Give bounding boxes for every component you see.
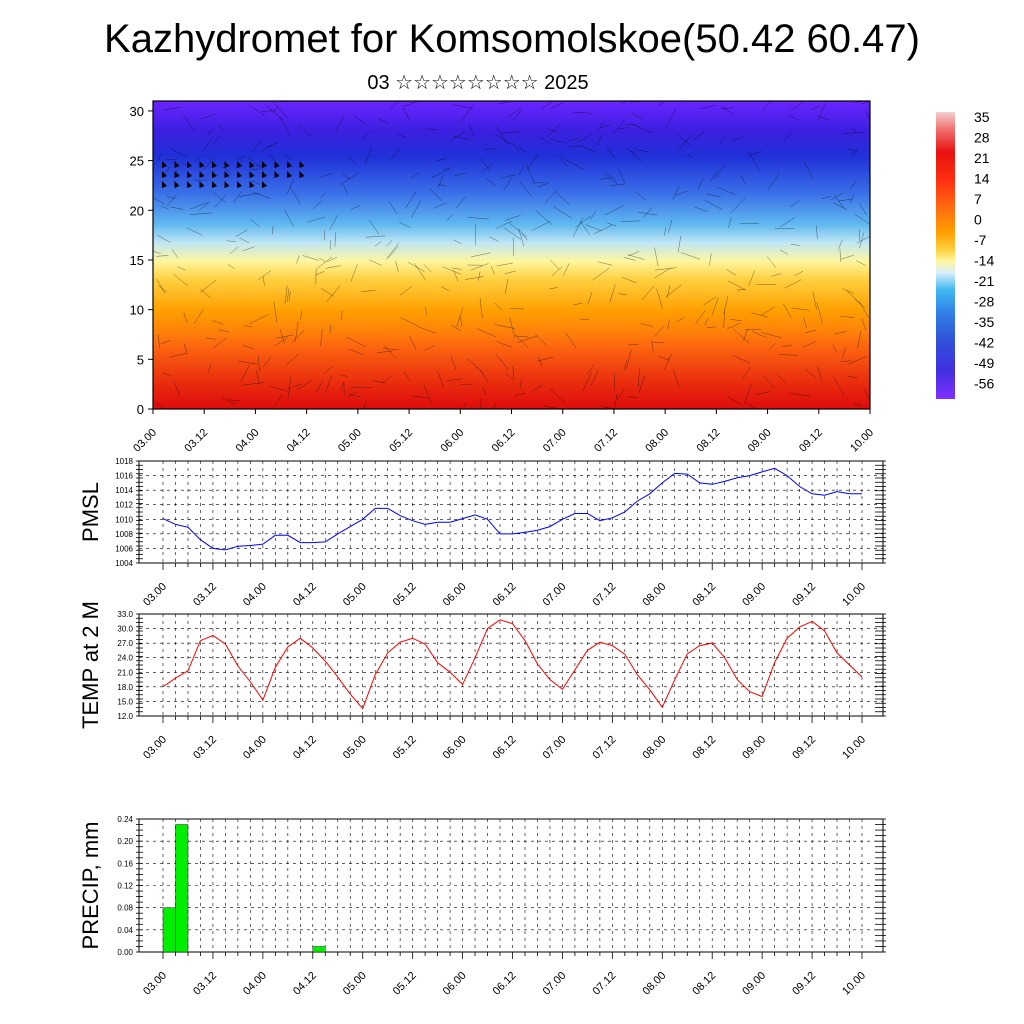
y-tick-label: 24.0 (117, 654, 133, 663)
y-tick-label: 27.0 (117, 639, 133, 648)
x-tick-label: 06.12 (491, 970, 519, 998)
x-tick-label: 08.12 (690, 970, 718, 998)
y-tick-label: 30.0 (117, 625, 133, 634)
x-tick-label: 09.00 (740, 970, 768, 998)
y-tick-label: 5 (137, 352, 144, 367)
y-tick-label: 0.16 (117, 859, 133, 868)
colorbar-label: -14 (974, 253, 994, 269)
x-tick-label: 03.00 (141, 970, 169, 998)
colorbar-label: -42 (974, 335, 994, 351)
y-tick-label: 0.08 (117, 904, 133, 913)
x-tick-label: 10.00 (840, 970, 868, 998)
y-tick-label: 1004 (115, 559, 133, 568)
y-axis-label: PMSL (78, 482, 103, 542)
x-tick-label: 07.12 (591, 970, 619, 998)
chart-title: Kazhydromet for Komsomolskoe(50.42 60.47… (104, 17, 920, 61)
colorbar-label: 21 (974, 150, 990, 166)
minor-ticks (136, 613, 886, 723)
y-tick-label: 15.0 (117, 697, 133, 706)
x-tick-label: 03.12 (191, 970, 219, 998)
y-tick-label: 1012 (115, 501, 133, 510)
y-tick-label: 20 (130, 203, 144, 218)
colorbar-label: -28 (974, 294, 994, 310)
x-tick-label: 04.12 (291, 970, 319, 998)
y-tick-label: 0.12 (117, 882, 133, 891)
colorbar-label: 28 (974, 130, 990, 146)
y-tick-label: 30 (130, 104, 144, 119)
chart-subtitle: 03 ☆☆☆☆☆☆☆☆ 2025 (367, 72, 589, 94)
x-tick-label: 06.00 (441, 970, 469, 998)
precip-bar (312, 946, 326, 953)
y-tick-label: 18.0 (117, 683, 133, 692)
y-tick-label: 0.20 (117, 837, 133, 846)
y-tick-label: 1016 (115, 472, 133, 481)
precip-bar (175, 824, 189, 953)
colorbar-label: 14 (974, 171, 990, 187)
y-tick-label: 12.0 (117, 712, 133, 721)
x-tick-label: 05.00 (341, 970, 369, 998)
y-tick-label: 0.04 (117, 926, 133, 935)
wind-flags (162, 161, 305, 188)
y-tick-label: 1006 (115, 544, 133, 553)
colorbar (936, 112, 955, 399)
colorbar-label: -21 (974, 273, 994, 289)
x-tick-label: 04.00 (241, 970, 269, 998)
grid (139, 818, 883, 953)
y-tick-label: 33.0 (117, 610, 133, 619)
precip-bar (162, 907, 176, 953)
x-tick-label: 05.12 (391, 970, 419, 998)
colorbar-label: -35 (974, 314, 994, 330)
grid (139, 613, 883, 717)
y-axis-label: PRECIP, mm (78, 822, 103, 950)
y-tick-label: 21.0 (117, 668, 133, 677)
y-tick-label: 15 (130, 253, 144, 268)
colorbar-label: -49 (974, 355, 994, 371)
minor-ticks (136, 460, 886, 570)
x-tick-label: 09.12 (790, 970, 818, 998)
temperature-field-shade (153, 101, 870, 409)
wind-barbs (153, 100, 871, 410)
colorbar-label: -7 (974, 232, 987, 248)
x-tick-label: 07.00 (541, 970, 569, 998)
colorbar-label: 35 (974, 109, 990, 125)
temp-series (162, 619, 863, 710)
y-tick-label: 1010 (115, 515, 133, 524)
y-tick-label: 0.24 (117, 815, 133, 824)
y-tick-label: 0.00 (117, 948, 133, 957)
colorbar-label: 7 (974, 191, 982, 207)
pmsl-series (162, 467, 862, 551)
x-tick-label: 08.00 (640, 970, 668, 998)
minor-ticks (136, 818, 886, 959)
y-tick-label: 1018 (115, 457, 133, 466)
y-axis-label: TEMP at 2 M (78, 601, 103, 729)
y-tick-label: 1008 (115, 530, 133, 539)
colorbar-label: 0 (974, 212, 982, 228)
y-tick-label: 10 (130, 303, 144, 318)
y-tick-label: 0 (137, 402, 144, 417)
y-tick-label: 1014 (115, 486, 133, 495)
colorbar-label: -56 (974, 376, 994, 392)
y-tick-label: 25 (130, 154, 144, 169)
